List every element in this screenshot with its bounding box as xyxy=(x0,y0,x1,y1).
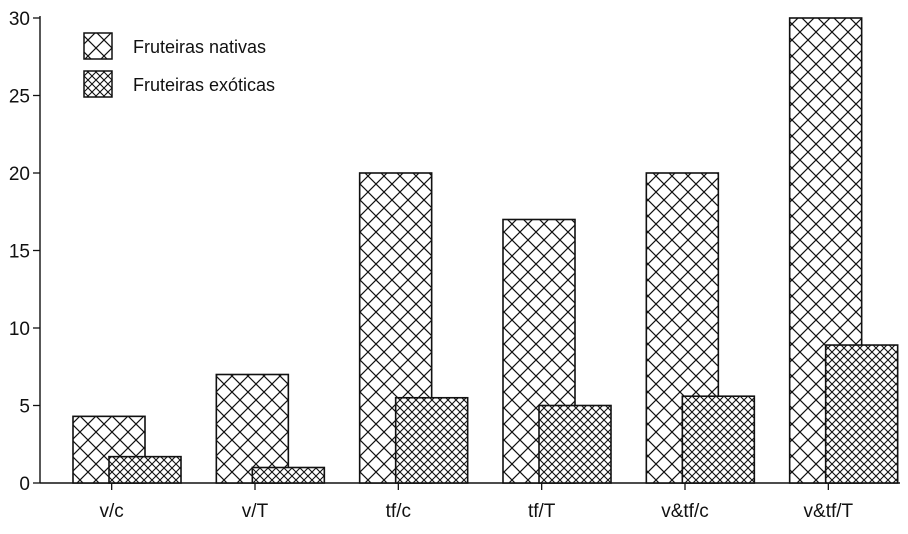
bars xyxy=(72,17,899,484)
bar-exotic-4 xyxy=(681,395,756,484)
bar-exotic-0 xyxy=(108,455,182,484)
legend: Fruteiras nativas Fruteiras exóticas xyxy=(83,32,275,98)
x-tick-label: v&tf/T xyxy=(804,501,854,522)
y-tick-label: 5 xyxy=(19,397,30,418)
bar-exotic-3 xyxy=(538,404,612,484)
y-tick-label: 10 xyxy=(9,319,30,340)
axes: 0 5 10 15 20 25 30 v/c v/T tf/c tf/T v&tf/c v&tf/T xyxy=(9,9,900,522)
y-tick-label: 0 xyxy=(19,474,30,495)
y-tick-label: 15 xyxy=(9,242,30,263)
x-tick-label: tf/T xyxy=(528,501,556,522)
bar-exotic-1 xyxy=(251,466,326,484)
bar-exotic-5 xyxy=(824,344,899,484)
legend-swatch-0 xyxy=(83,32,113,60)
x-tick-label: v/T xyxy=(242,501,269,522)
bar-exotic-2 xyxy=(394,396,469,484)
y-tick-label: 25 xyxy=(9,87,30,108)
x-tick-label: v&tf/c xyxy=(661,501,709,522)
legend-label-1: Fruteiras exóticas xyxy=(133,75,275,95)
legend-label-0: Fruteiras nativas xyxy=(133,37,266,57)
x-tick-label: v/c xyxy=(100,501,124,522)
y-tick-label: 20 xyxy=(9,164,30,185)
y-tick-label: 30 xyxy=(9,9,30,30)
x-tick-label: tf/c xyxy=(386,501,411,522)
legend-swatch-1 xyxy=(83,70,113,98)
